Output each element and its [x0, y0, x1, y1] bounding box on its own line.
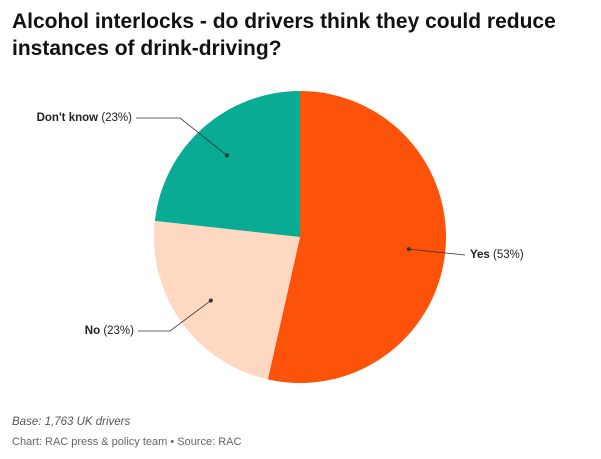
- pie-slice: [154, 91, 300, 237]
- leader-dot: [224, 153, 229, 158]
- leader-line: [138, 300, 212, 332]
- slice-label: Don't know (23%): [37, 112, 133, 124]
- leader-line: [136, 117, 228, 156]
- pie-slice: [267, 91, 446, 383]
- slice-label: No (23%): [85, 325, 134, 337]
- chart-note: Base: 1,763 UK drivers: [12, 416, 131, 428]
- leader-line: [408, 248, 466, 256]
- slice-value-label: (53%): [493, 249, 524, 261]
- slice-name: Don't know: [37, 112, 99, 124]
- chart-title: Alcohol interlocks - do drivers think th…: [12, 10, 556, 60]
- slice-name: No: [85, 325, 100, 337]
- leader-dot: [406, 247, 411, 252]
- chart-credit: Chart: RAC press & policy team • Source:…: [12, 436, 242, 448]
- slice-name: Yes: [470, 249, 490, 261]
- leader-dot: [208, 298, 213, 303]
- pie-slice: [153, 220, 300, 380]
- slice-value-label: (23%): [101, 112, 132, 124]
- slice-value-label: (23%): [103, 325, 134, 337]
- slice-label: Yes (53%): [470, 249, 524, 261]
